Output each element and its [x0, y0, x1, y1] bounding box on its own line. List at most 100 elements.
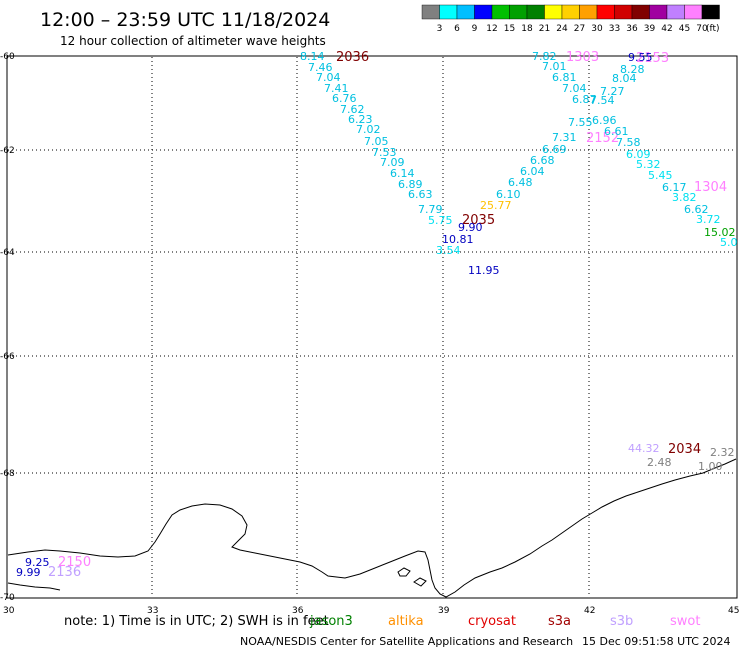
- wave-height-value: 11.95: [468, 264, 500, 277]
- wave-height-value: 3.72: [696, 213, 721, 226]
- scale-tick-label: 12: [486, 24, 497, 34]
- scale-swatch: [701, 4, 720, 20]
- wave-height-value: 44.32: [628, 442, 660, 455]
- island-1: [397, 567, 411, 577]
- island-2: [413, 577, 427, 587]
- wave-height-value: 9.55: [628, 51, 653, 64]
- satellite-swot: swot: [670, 614, 700, 629]
- scale-swatch: [561, 4, 580, 20]
- graticule: [8, 57, 736, 597]
- wave-height-value: 6.76: [332, 92, 357, 105]
- wave-height-value: 2.48: [647, 456, 672, 469]
- map-frame: [6, 55, 738, 599]
- wave-height-value: 3.82: [672, 191, 697, 204]
- scale-swatch: [491, 4, 510, 20]
- wave-height-value: 6.81: [552, 71, 577, 84]
- wave-height-value: 7.04: [316, 71, 341, 84]
- footer-note: note: 1) Time is in UTC; 2) SWH is in fe…: [64, 614, 329, 629]
- scale-swatch: [439, 4, 458, 20]
- scale-swatch: [421, 4, 440, 20]
- scale-swatch: [684, 4, 703, 20]
- wave-height-value: 6.10: [496, 188, 521, 201]
- scale-swatch: [631, 4, 650, 20]
- lat-tick-68: -68: [0, 469, 15, 479]
- color-scale-legend: 3 6 9 12 15 18 21 24 27 30 33 36 39 42 45 70: [421, 4, 720, 34]
- pass-label: 2035: [462, 213, 495, 228]
- lon-tick-33: 33: [147, 606, 158, 616]
- footer-credit: NOAA/NESDIS Center for Satellite Applica…: [240, 635, 573, 648]
- wave-height-value: 8.28: [620, 63, 645, 76]
- wave-height-value: 7.55: [568, 116, 593, 129]
- wave-height-value: 7.79: [418, 203, 443, 216]
- wave-height-value: 6.87: [572, 93, 597, 106]
- pass-label: 1304: [694, 180, 727, 195]
- satellite-s3a: s3a: [548, 614, 571, 629]
- scale-swatch: [614, 4, 633, 20]
- pass-label: 2136: [48, 565, 81, 580]
- lat-tick-60: -60: [0, 52, 15, 62]
- wave-height-value: 7.62: [340, 103, 365, 116]
- pass-label: 2150: [58, 555, 91, 570]
- scale-tick-label: 39: [644, 24, 656, 34]
- wave-height-value: 6.61: [604, 125, 629, 138]
- wave-height-value: 5.0: [720, 236, 738, 249]
- wave-height-value: 3.54: [436, 244, 461, 257]
- scale-swatch: [649, 4, 668, 20]
- wave-height-value: 5.45: [648, 169, 673, 182]
- wave-height-value: 6.96: [592, 114, 617, 127]
- wave-height-observations: 8.147.467.047.416.767.626.237.027.057.53…: [16, 50, 738, 579]
- lat-tick-64: -64: [0, 248, 15, 258]
- scale-tick-label: 70: [696, 24, 708, 34]
- satellite-cryosat: cryosat: [468, 614, 516, 629]
- wave-height-value: 7.02: [356, 123, 381, 136]
- scale-tick-label: 27: [574, 24, 585, 34]
- lon-tick-30: 30: [3, 606, 15, 616]
- satellite-jason3: jason3: [309, 614, 353, 629]
- footer-timestamp: 15 Dec 09:51:58 UTC 2024: [582, 635, 730, 648]
- scale-swatch: [526, 4, 545, 20]
- wave-height-value: 6.69: [542, 143, 567, 156]
- wave-height-value: 7.53: [372, 146, 397, 159]
- scale-tick-label: 9: [472, 24, 478, 34]
- wave-height-value: 6.68: [530, 154, 555, 167]
- scale-tick-label: 21: [539, 24, 550, 34]
- lat-tick-62: -62: [0, 146, 15, 156]
- pass-label: 2036: [336, 50, 369, 65]
- scale-swatch: [579, 4, 598, 20]
- wave-height-value: 1.00: [698, 460, 723, 473]
- wave-height-value: 6.62: [684, 203, 709, 216]
- wave-height-value: 6.63: [408, 188, 433, 201]
- scale-tick-label: 18: [521, 24, 533, 34]
- scale-swatch: [666, 4, 685, 20]
- wave-height-value: 7.82: [532, 50, 557, 63]
- wave-height-value: 6.04: [520, 165, 545, 178]
- wave-height-value: 7.01: [542, 60, 567, 73]
- scale-swatch: [596, 4, 615, 20]
- wave-height-value: 7.58: [616, 136, 641, 149]
- pass-label: 1303: [566, 50, 599, 65]
- wave-height-value: 6.89: [398, 178, 423, 191]
- wave-height-value: 7.41: [324, 82, 349, 95]
- scale-swatch: [456, 4, 475, 20]
- wave-height-value: 8.04: [612, 72, 637, 85]
- satellite-altika: altika: [388, 614, 424, 629]
- pass-label: 2034: [668, 442, 701, 457]
- wave-height-value: 6.14: [390, 167, 415, 180]
- scale-tick-label: 6: [454, 24, 460, 34]
- lon-tick-36: 36: [292, 606, 304, 616]
- scale-unit: (ft): [706, 24, 720, 34]
- satellite-s3b: s3b: [610, 614, 633, 629]
- lon-tick-39: 39: [438, 606, 450, 616]
- lon-tick-45: 45: [728, 606, 739, 616]
- wave-height-value: 7.04: [562, 82, 587, 95]
- wave-height-value: 2.32: [710, 446, 735, 459]
- scale-swatch: [474, 4, 493, 20]
- wave-height-value: 7.54: [590, 94, 615, 107]
- lat-tick-70: -70: [0, 593, 15, 603]
- scale-tick-label: 15: [504, 24, 515, 34]
- wave-height-value: 6.17: [662, 181, 687, 194]
- pass-label: 2152: [586, 131, 619, 146]
- lon-tick-42: 42: [584, 606, 595, 616]
